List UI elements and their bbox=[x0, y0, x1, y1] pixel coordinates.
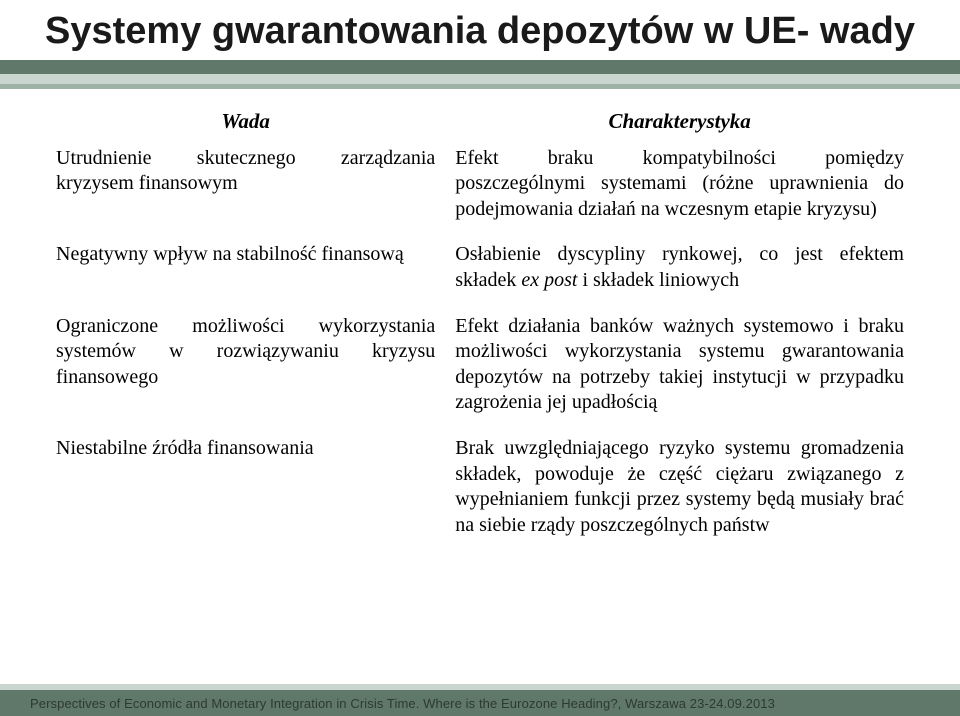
cell-right: Osłabienie dyscypliny rynkowej, co jest … bbox=[445, 236, 914, 307]
col-header-right: Charakterystyka bbox=[445, 105, 914, 140]
cell-right: Brak uwzględniającego ryzyko systemu gro… bbox=[445, 430, 914, 552]
page-title: Systemy gwarantowania depozytów w UE- wa… bbox=[30, 10, 930, 54]
table-row: Negatywny wpływ na stabilność finansową … bbox=[46, 236, 914, 307]
text-post: i składek liniowych bbox=[577, 269, 739, 291]
footer: Perspectives of Economic and Monetary In… bbox=[0, 684, 960, 716]
content-area: Wada Charakterystyka Utrudnienie skutecz… bbox=[0, 89, 960, 553]
defects-table: Wada Charakterystyka Utrudnienie skutecz… bbox=[46, 105, 914, 553]
footer-text: Perspectives of Economic and Monetary In… bbox=[30, 696, 775, 711]
table-header-row: Wada Charakterystyka bbox=[46, 105, 914, 140]
cell-left: Ograniczone możliwości wykorzystania sys… bbox=[46, 308, 445, 430]
cell-left: Negatywny wpływ na stabilność finansową bbox=[46, 236, 445, 307]
stripe-light bbox=[0, 74, 960, 84]
cell-left: Niestabilne źródła finansowania bbox=[46, 430, 445, 552]
cell-right: Efekt braku kompatybilności pomiędzy pos… bbox=[445, 140, 914, 237]
cell-right: Efekt działania banków ważnych systemowo… bbox=[445, 308, 914, 430]
text-italic: ex post bbox=[521, 269, 577, 291]
cell-left: Utrudnienie skutecznego zarządzania kryz… bbox=[46, 140, 445, 237]
header-stripes bbox=[0, 60, 960, 89]
table-row: Utrudnienie skutecznego zarządzania kryz… bbox=[46, 140, 914, 237]
title-block: Systemy gwarantowania depozytów w UE- wa… bbox=[0, 0, 960, 60]
stripe-mid bbox=[0, 84, 960, 89]
footer-band: Perspectives of Economic and Monetary In… bbox=[0, 690, 960, 716]
table-row: Niestabilne źródła finansowania Brak uwz… bbox=[46, 430, 914, 552]
slide: Systemy gwarantowania depozytów w UE- wa… bbox=[0, 0, 960, 716]
stripe-dark bbox=[0, 60, 960, 74]
col-header-left: Wada bbox=[46, 105, 445, 140]
table-row: Ograniczone możliwości wykorzystania sys… bbox=[46, 308, 914, 430]
